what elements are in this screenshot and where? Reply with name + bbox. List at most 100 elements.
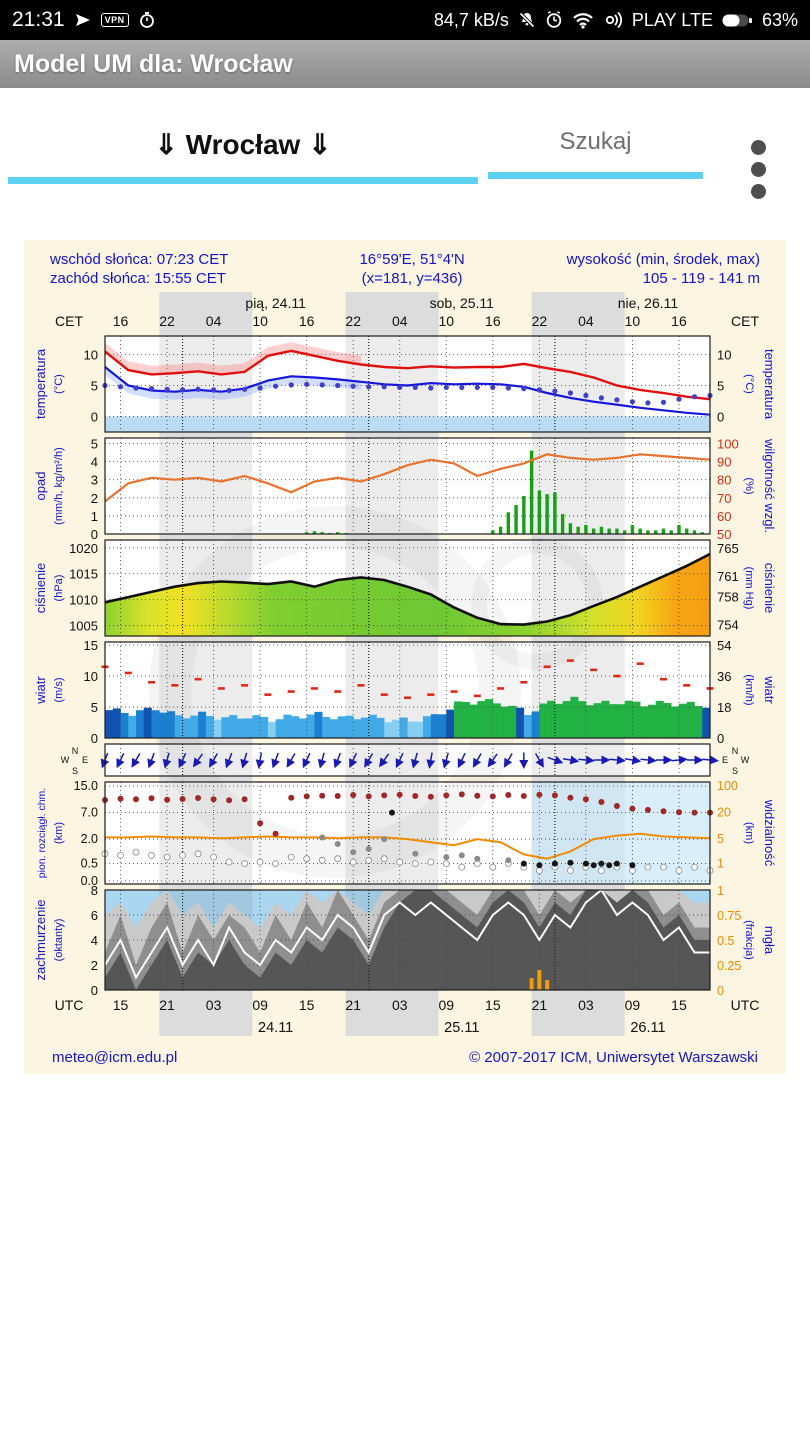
svg-text:S: S <box>72 766 78 776</box>
svg-text:(hPa): (hPa) <box>53 575 65 602</box>
svg-text:0: 0 <box>91 410 98 425</box>
svg-text:wiatr: wiatr <box>33 676 48 705</box>
svg-text:ciśnienie: ciśnienie <box>33 563 48 614</box>
svg-text:0.25: 0.25 <box>717 959 741 973</box>
svg-text:(km): (km) <box>53 822 65 844</box>
tab-bar: ⇓ Wrocław ⇓ Szukaj <box>0 122 810 202</box>
svg-text:0: 0 <box>91 731 98 746</box>
svg-text:03: 03 <box>392 997 408 1013</box>
svg-text:1: 1 <box>717 857 724 871</box>
svg-text:4: 4 <box>91 455 98 470</box>
svg-text:(mm Hg): (mm Hg) <box>743 567 755 610</box>
svg-text:ciśnienie: ciśnienie <box>762 563 777 614</box>
svg-text:UTC: UTC <box>731 997 760 1013</box>
svg-text:26.11: 26.11 <box>630 1020 665 1036</box>
svg-text:wilgotność wzgl.: wilgotność wzgl. <box>762 438 777 533</box>
svg-text:36: 36 <box>717 669 731 684</box>
svg-text:15: 15 <box>84 638 98 653</box>
svg-text:0: 0 <box>717 410 724 425</box>
svg-text:(km): (km) <box>743 822 755 844</box>
svg-text:(%): (%) <box>743 477 755 494</box>
svg-text:03: 03 <box>578 997 594 1013</box>
tab-wroclaw[interactable]: ⇓ Wrocław ⇓ <box>8 122 478 184</box>
svg-text:nie, 26.11: nie, 26.11 <box>618 295 679 311</box>
tab-szukaj[interactable]: Szukaj <box>488 122 703 179</box>
svg-text:10: 10 <box>438 313 454 329</box>
svg-text:5: 5 <box>91 700 98 715</box>
svg-text:opad: opad <box>33 472 48 501</box>
svg-text:S: S <box>732 766 738 776</box>
svg-text:80: 80 <box>717 473 731 488</box>
sound-ring-icon <box>603 11 623 29</box>
svg-text:18: 18 <box>717 700 731 715</box>
svg-text:UTC: UTC <box>55 997 84 1013</box>
svg-text:3: 3 <box>91 473 98 488</box>
svg-text:09: 09 <box>252 997 268 1013</box>
svg-text:(°C): (°C) <box>743 374 755 394</box>
svg-text:758: 758 <box>717 590 739 605</box>
svg-text:04: 04 <box>392 313 408 329</box>
timer-icon <box>138 11 156 29</box>
svg-text:7.0: 7.0 <box>81 806 98 820</box>
svg-text:0: 0 <box>91 527 98 542</box>
alarm-icon <box>545 11 563 29</box>
bell-muted-icon <box>518 11 536 29</box>
svg-text:W: W <box>741 755 750 765</box>
sunrise-text: wschód słońca: 07:23 CET <box>50 251 229 268</box>
svg-text:wiatr: wiatr <box>762 675 777 704</box>
clock-text: 21:31 <box>12 8 65 31</box>
svg-text:16: 16 <box>299 313 315 329</box>
svg-text:mgła: mgła <box>762 926 777 955</box>
svg-text:1: 1 <box>91 509 98 524</box>
svg-text:8: 8 <box>91 883 98 898</box>
svg-text:15: 15 <box>299 997 315 1013</box>
svg-text:CET: CET <box>731 313 759 329</box>
svg-text:2: 2 <box>91 958 98 973</box>
svg-text:(km/h): (km/h) <box>743 674 755 705</box>
svg-text:(frakcja): (frakcja) <box>743 920 755 960</box>
svg-text:zachmurzenie: zachmurzenie <box>33 900 48 981</box>
svg-text:0: 0 <box>717 984 724 998</box>
svg-text:1005: 1005 <box>69 619 98 634</box>
svg-text:10: 10 <box>84 669 98 684</box>
svg-text:0.5: 0.5 <box>717 934 734 948</box>
svg-text:21: 21 <box>159 997 175 1013</box>
tab-wroclaw-label: ⇓ Wrocław ⇓ <box>154 129 332 160</box>
svg-text:10: 10 <box>625 313 641 329</box>
battery-icon <box>722 13 753 28</box>
svg-text:10: 10 <box>252 313 268 329</box>
status-bar: 21:31 VPN 84,7 kB/s PLAY LTE 63% <box>0 0 810 40</box>
meteogram-chart[interactable]: pią, 24.11 sob, 25.11 nie, 26.11 CET CET 16 22… <box>25 292 785 1047</box>
svg-text:50: 50 <box>717 527 731 542</box>
overflow-menu-button[interactable] <box>751 140 766 199</box>
svg-text:54: 54 <box>717 638 731 653</box>
app-title: Model UM dla: Wrocław <box>14 49 293 78</box>
svg-text:15: 15 <box>671 997 687 1013</box>
svg-text:0: 0 <box>717 731 724 746</box>
svg-text:90: 90 <box>717 455 731 470</box>
svg-text:CET: CET <box>55 313 83 329</box>
status-bar-right: 84,7 kB/s PLAY LTE 63% <box>434 10 798 31</box>
svg-text:09: 09 <box>438 997 454 1013</box>
svg-text:4: 4 <box>91 933 98 948</box>
svg-text:04: 04 <box>578 313 594 329</box>
network-speed: 84,7 kB/s <box>433 9 509 30</box>
svg-text:E: E <box>722 755 728 765</box>
app-title-bar: Model UM dla: Wrocław <box>0 40 810 88</box>
svg-text:2.0: 2.0 <box>81 832 98 846</box>
svg-text:1: 1 <box>717 884 724 898</box>
svg-text:1010: 1010 <box>69 593 98 608</box>
svg-text:0.0: 0.0 <box>81 874 98 888</box>
svg-text:6: 6 <box>91 908 98 923</box>
svg-text:765: 765 <box>717 541 739 556</box>
svg-text:24.11: 24.11 <box>258 1020 293 1036</box>
meteogram[interactable]: wschód słońca: 07:23 CET 16°59'E, 51°4'N… <box>24 240 786 1074</box>
copyright-text: © 2007-2017 ICM, Uniwersytet Warszawski <box>469 1049 758 1066</box>
meteogram-header-row-1: wschód słońca: 07:23 CET 16°59'E, 51°4'N… <box>24 250 786 269</box>
svg-text:100: 100 <box>717 436 739 451</box>
svg-text:60: 60 <box>717 509 731 524</box>
svg-text:temperatura: temperatura <box>33 348 48 419</box>
svg-text:15: 15 <box>485 997 501 1013</box>
svg-text:W: W <box>61 755 70 765</box>
svg-text:20: 20 <box>717 806 731 820</box>
